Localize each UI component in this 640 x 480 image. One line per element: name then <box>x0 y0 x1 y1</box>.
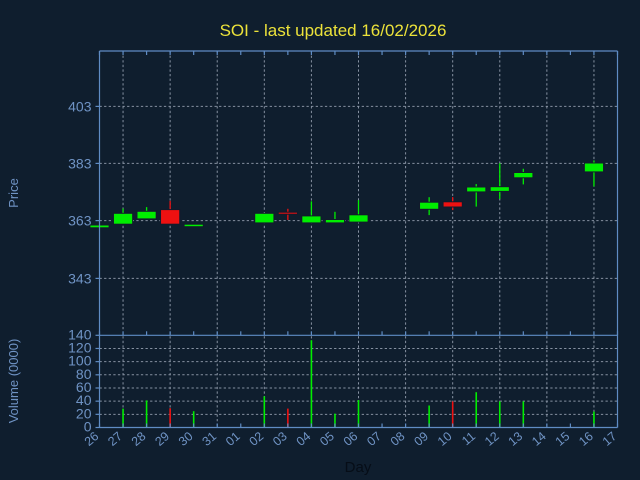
svg-text:Volume (0000): Volume (0000) <box>6 339 21 424</box>
svg-text:363: 363 <box>68 213 92 229</box>
svg-text:343: 343 <box>68 270 92 286</box>
svg-text:Day: Day <box>345 459 372 476</box>
svg-text:383: 383 <box>68 155 92 171</box>
svg-text:403: 403 <box>68 98 92 114</box>
svg-text:SOI - last updated 16/02/2026: SOI - last updated 16/02/2026 <box>220 21 447 40</box>
svg-text:Price: Price <box>6 178 21 208</box>
